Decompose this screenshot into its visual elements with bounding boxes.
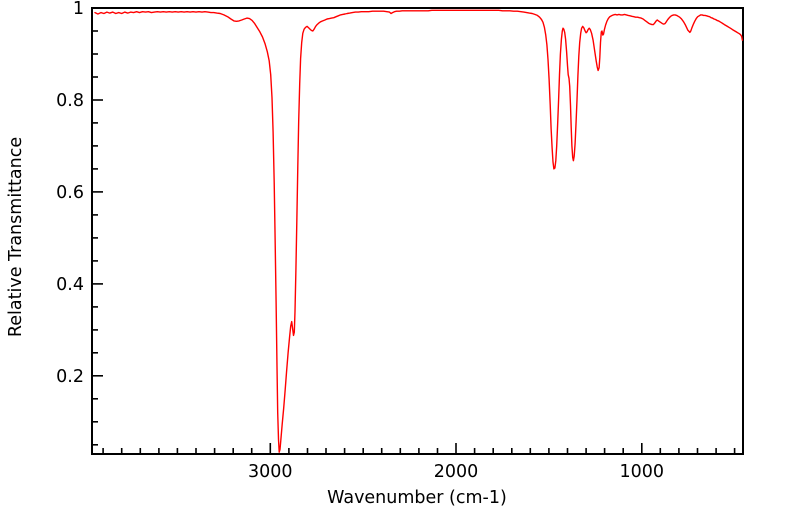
y-tick-label: 1 (73, 0, 84, 19)
y-tick-label: 0.8 (56, 91, 84, 111)
axis-tick-labels: 3000 2000 1000 0.2 0.4 0.6 0.8 1 (56, 0, 664, 482)
x-tick-label: 1000 (620, 462, 665, 482)
axis-ticks (92, 7, 736, 454)
y-axis-label: Relative Transmittance (6, 137, 26, 337)
y-tick-label: 0.2 (56, 367, 84, 387)
plot-border (91, 7, 744, 455)
spectrum-line (94, 9, 744, 453)
y-tick-label: 0.6 (56, 183, 84, 203)
x-tick-label: 3000 (248, 462, 293, 482)
x-axis-label: Wavenumber (cm-1) (327, 488, 507, 508)
x-tick-label: 2000 (434, 462, 479, 482)
y-tick-label: 0.4 (56, 275, 84, 295)
